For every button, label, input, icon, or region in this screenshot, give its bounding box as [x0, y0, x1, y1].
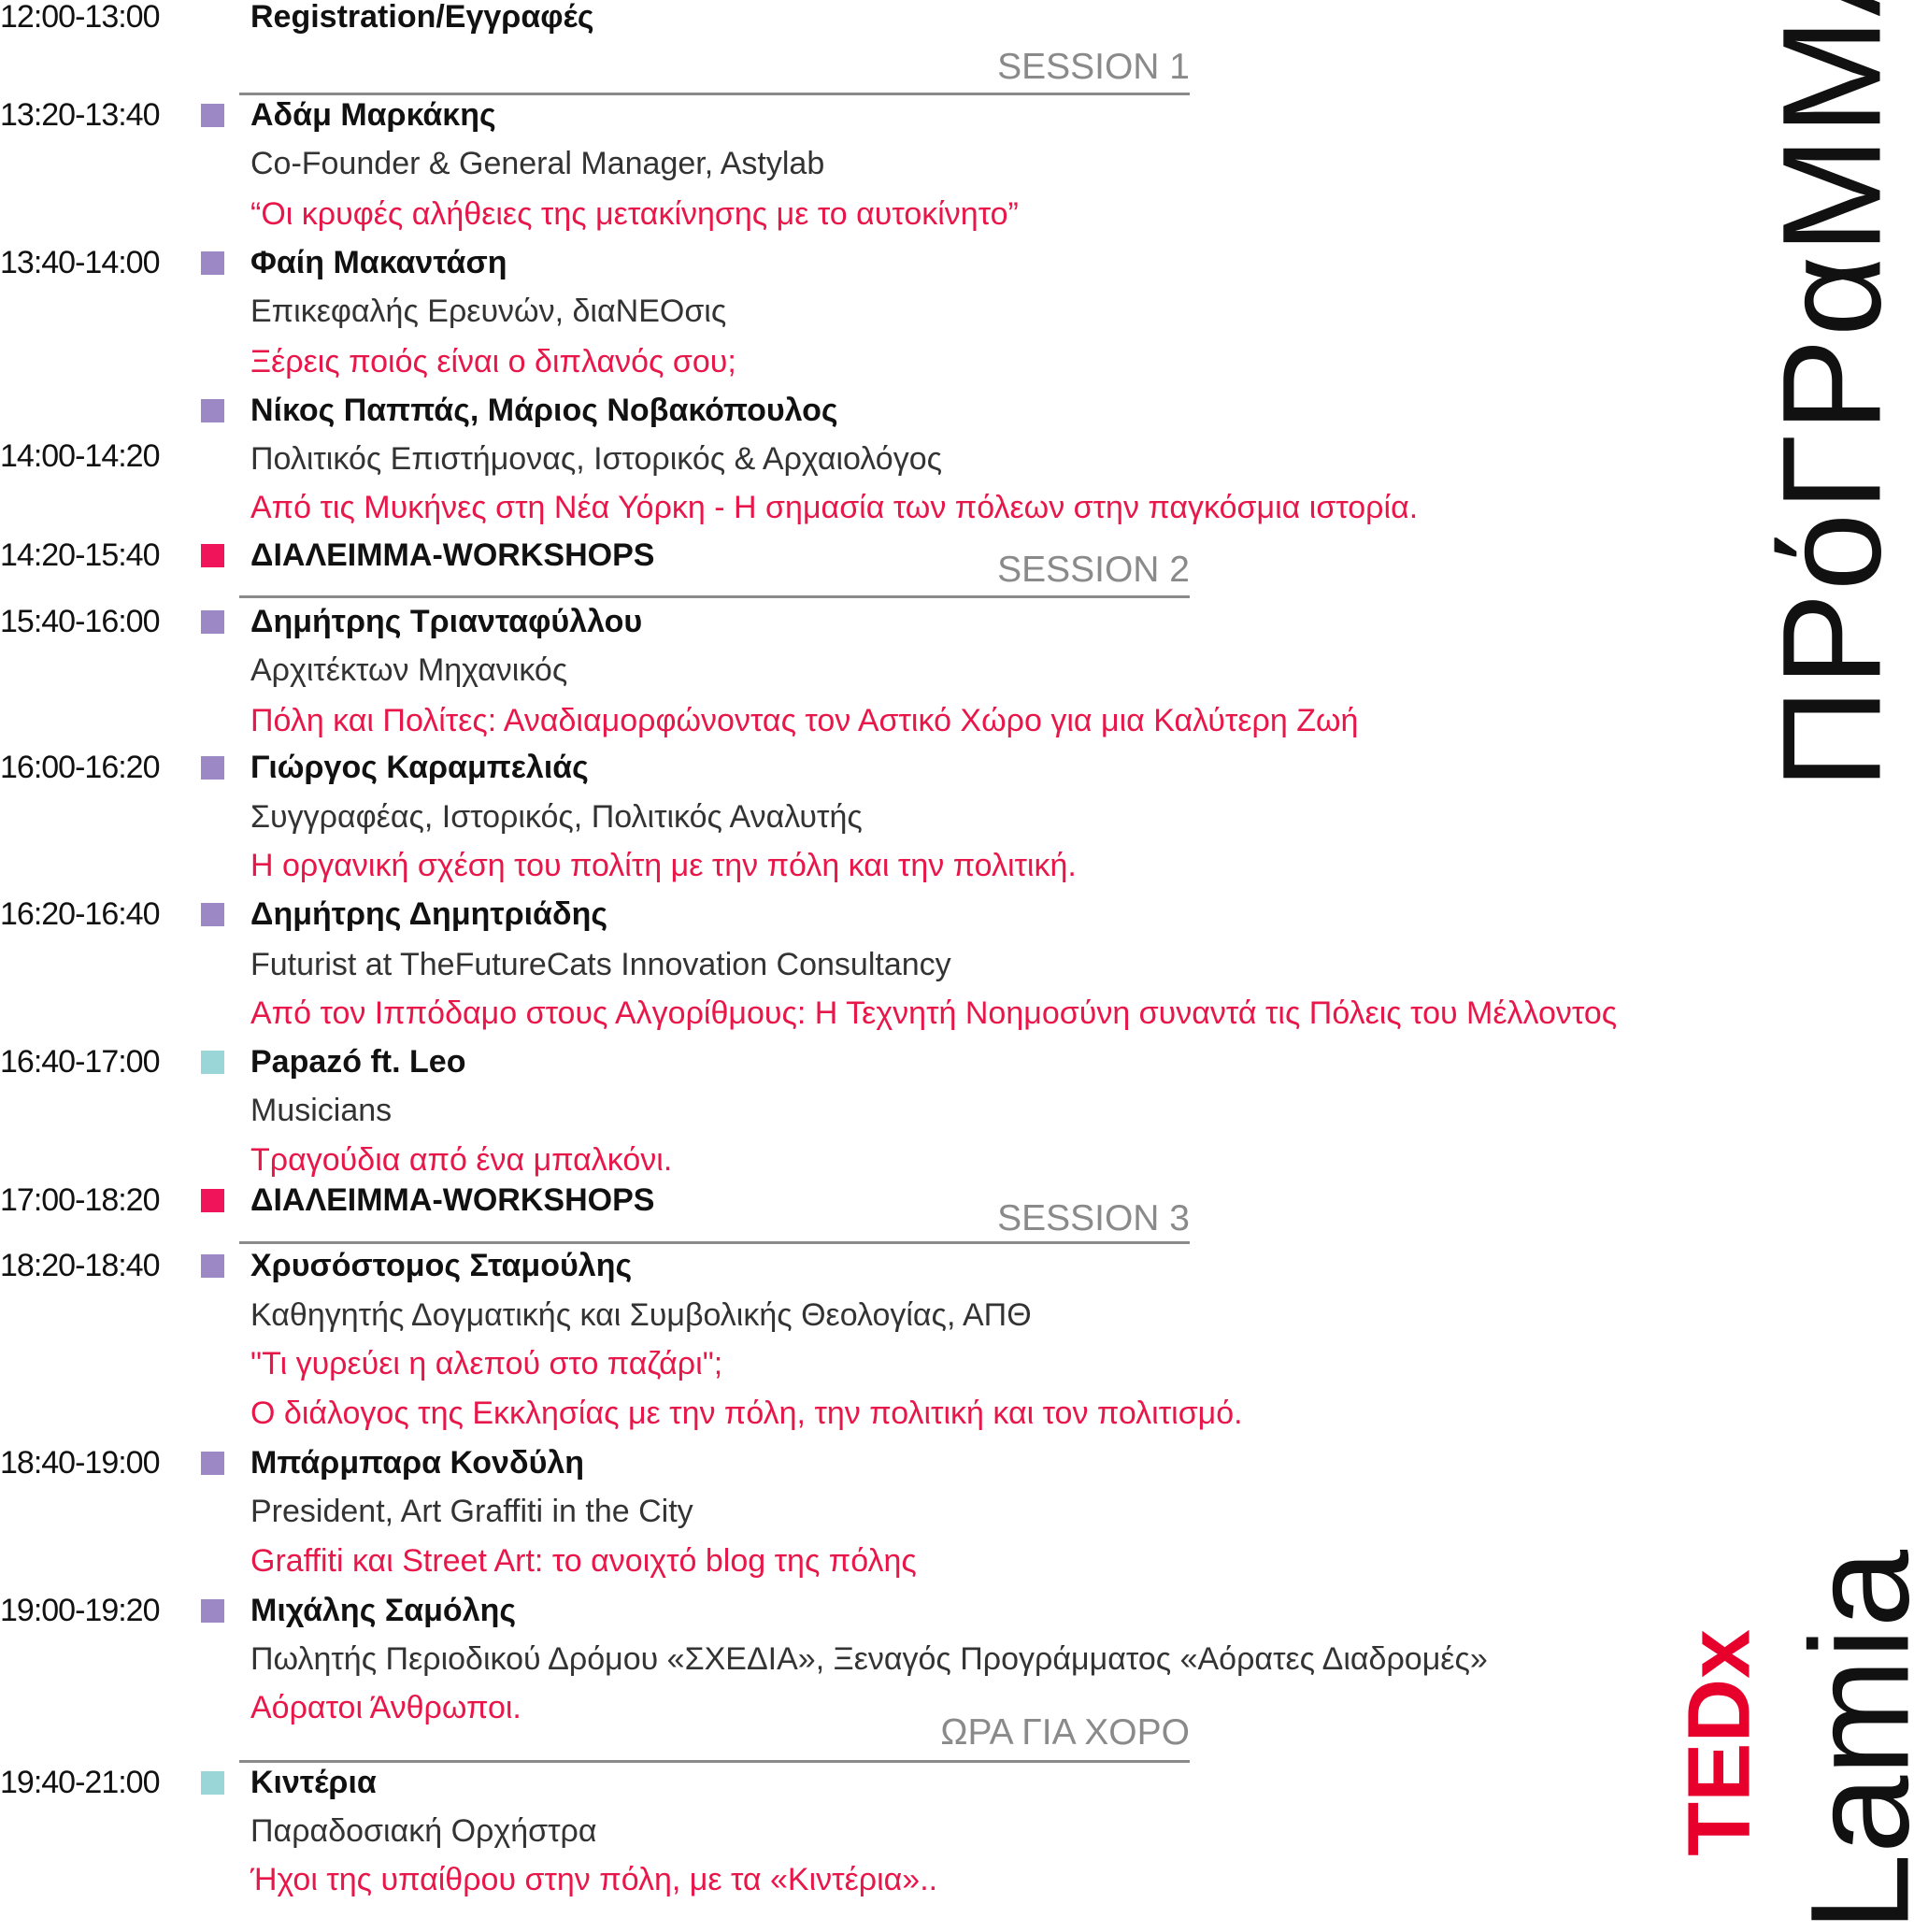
speaker-name: Χρυσόστομος Σταμούλης	[250, 1247, 632, 1284]
talk-title: Πόλη και Πολίτες: Αναδιαμορφώνοντας τον …	[250, 702, 1358, 739]
break-label: ΔΙΑΛΕΙΜΜΑ-WORKSHOPS	[250, 1181, 654, 1219]
time-slot: 19:00-19:20	[0, 1592, 160, 1629]
session-heading: SESSION 2	[997, 550, 1190, 591]
speaker-name: Registration/Εγγραφές	[250, 0, 594, 36]
time-slot: 13:20-13:40	[0, 96, 160, 134]
speaker-marker-icon	[201, 399, 224, 422]
speaker-marker-icon	[201, 610, 224, 634]
city-logo-text: Lamia	[1779, 1577, 1914, 1932]
session-heading: SESSION 1	[997, 47, 1190, 88]
title-vertical: ΠΡόΓΡαΜΜΑ	[1757, 0, 1907, 710]
break-label: ΔΙΑΛΕΙΜΜΑ-WORKSHOPS	[250, 537, 654, 574]
speaker-role: Αρχιτέκτων Μηχανικός	[250, 651, 567, 689]
speaker-role: Co-Founder & General Manager, Astylab	[250, 145, 824, 182]
break-marker-icon	[201, 544, 224, 567]
talk-title: “Οι κρυφές αλήθειες της μετακίνησης με τ…	[250, 195, 1019, 233]
speaker-role: President, Art Graffiti in the City	[250, 1493, 693, 1530]
speaker-name: Δημήτρης Δημητριάδης	[250, 895, 607, 933]
session-divider	[239, 1760, 1190, 1763]
break-marker-icon	[201, 1189, 224, 1212]
talk-title: Ο διάλογος της Εκκλησίας με την πόλη, τη…	[250, 1395, 1243, 1432]
speaker-name: Νίκος Παππάς, Μάριος Νοβακόπουλος	[250, 392, 838, 429]
time-slot: 17:00-18:20	[0, 1181, 160, 1219]
music-marker-icon	[201, 1051, 224, 1074]
speaker-marker-icon	[201, 903, 224, 926]
speaker-role: Πωλητής Περιοδικού Δρόμου «ΣΧΕΔΙΑ», Ξενα…	[250, 1640, 1488, 1678]
session-heading: ΩΡΑ ΓΙΑ ΧΟΡΟ	[940, 1712, 1190, 1753]
speaker-name: Papazó ft. Leo	[250, 1043, 465, 1080]
time-slot: 19:40-21:00	[0, 1764, 160, 1801]
time-slot: 12:00-13:00	[0, 0, 160, 36]
talk-title: Graffiti και Street Art: το ανοιχτό blog…	[250, 1542, 917, 1580]
talk-title: "Τι γυρεύει η αλεπού στο παζάρι";	[250, 1345, 722, 1382]
speaker-role: Futurist at TheFutureCats Innovation Con…	[250, 946, 951, 983]
session-divider	[239, 1241, 1190, 1244]
talk-title: Ήχοι της υπαίθρου στην πόλη, με τα «Κιντ…	[250, 1861, 937, 1898]
speaker-marker-icon	[201, 1254, 224, 1278]
talk-title: Από τον Ιππόδαμο στους Αλγορίθμους: Η Τε…	[250, 995, 1617, 1032]
speaker-marker-icon	[201, 1452, 224, 1475]
speaker-marker-icon	[201, 756, 224, 780]
speaker-role: Συγγραφέας, Ιστορικός, Πολιτικός Αναλυτή…	[250, 798, 863, 836]
session-divider	[239, 93, 1190, 95]
time-slot: 15:40-16:00	[0, 603, 160, 640]
time-slot: 18:20-18:40	[0, 1247, 160, 1284]
session-heading: SESSION 3	[997, 1198, 1190, 1239]
time-slot: 14:00-14:20	[0, 437, 160, 475]
tedx-lamia-logo: TEDx Lamia	[1664, 1533, 1914, 1914]
talk-title: Τραγούδια από ένα μπαλκόνι.	[250, 1141, 672, 1179]
speaker-marker-icon	[201, 251, 224, 275]
speaker-marker-icon	[201, 1599, 224, 1623]
page-title: ΠΡόΓΡαΜΜΑ	[1751, 0, 1913, 790]
speaker-role: Επικεφαλής Ερευνών, διαΝΕΟσις	[250, 293, 726, 330]
speaker-role: Πολιτικός Επιστήμονας, Ιστορικός & Αρχαι…	[250, 440, 942, 478]
speaker-name: Μιχάλης Σαμόλης	[250, 1592, 516, 1629]
speaker-marker-icon	[201, 104, 224, 127]
speaker-name: Γιώργος Καραμπελιάς	[250, 749, 589, 786]
speaker-name: Κιντέρια	[250, 1764, 377, 1801]
time-slot: 18:40-19:00	[0, 1444, 160, 1481]
time-slot: 16:40-17:00	[0, 1043, 160, 1080]
talk-title: Αόρατοι Άνθρωποι.	[250, 1689, 521, 1726]
music-marker-icon	[201, 1771, 224, 1795]
talk-title: Η οργανική σχέση του πολίτη με την πόλη …	[250, 847, 1077, 884]
session-divider	[239, 595, 1190, 598]
time-slot: 14:20-15:40	[0, 537, 160, 574]
talk-title: Από τις Μυκήνες στη Νέα Υόρκη - Η σημασί…	[250, 489, 1418, 526]
speaker-name: Δημήτρης Τριανταφύλλου	[250, 603, 642, 640]
speaker-role: Καθηγητής Δογματικής και Συμβολικής Θεολ…	[250, 1296, 1032, 1334]
time-slot: 16:20-16:40	[0, 895, 160, 933]
talk-title: Ξέρεις ποιός είναι ο διπλανός σου;	[250, 343, 736, 380]
time-slot: 13:40-14:00	[0, 244, 160, 281]
time-slot: 16:00-16:20	[0, 749, 160, 786]
speaker-role: Musicians	[250, 1092, 392, 1129]
speaker-name: Φαίη Μακαντάση	[250, 244, 507, 281]
speaker-role: Παραδοσιακή Ορχήστρα	[250, 1812, 597, 1850]
tedx-logo-text: TEDx	[1669, 1622, 1771, 1865]
speaker-name: Μπάρμπαρα Κονδύλη	[250, 1444, 584, 1481]
speaker-name: Αδάμ Μαρκάκης	[250, 96, 496, 134]
